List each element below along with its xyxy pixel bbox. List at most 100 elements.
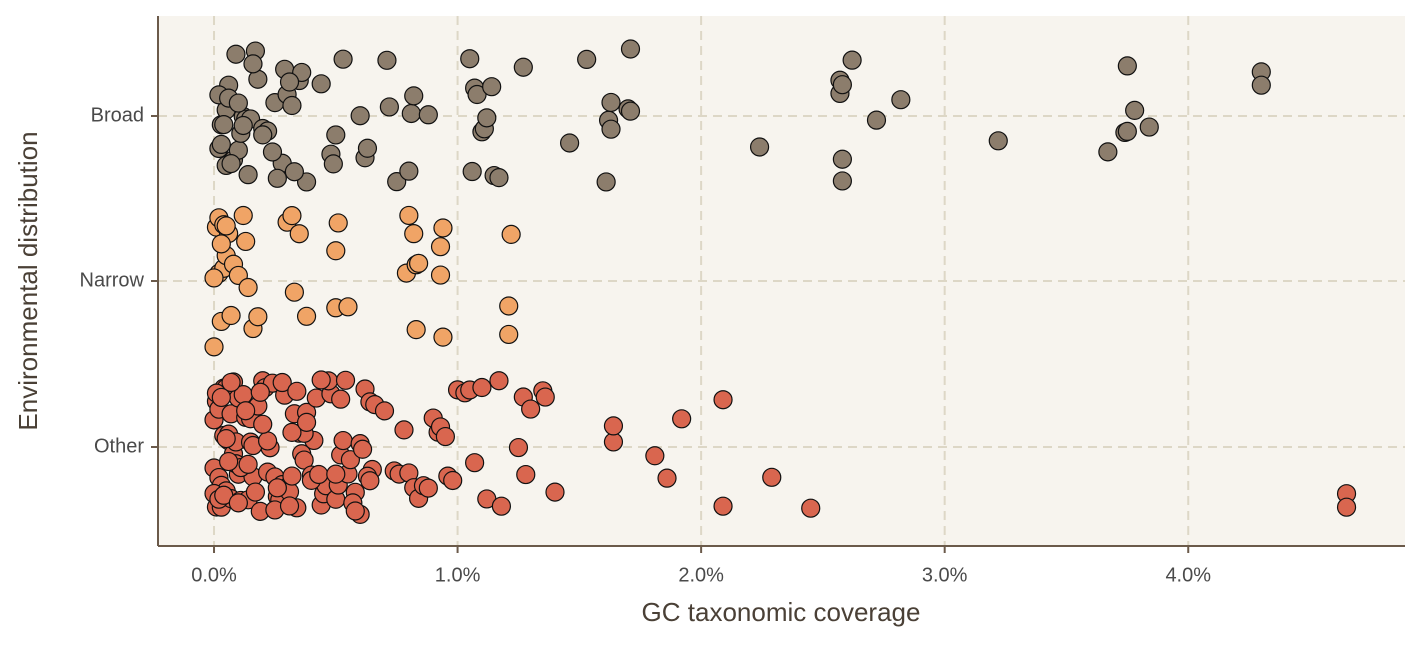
point — [465, 453, 485, 473]
point — [282, 206, 302, 226]
point — [462, 161, 482, 182]
point — [357, 138, 378, 158]
point — [645, 446, 665, 466]
point — [248, 307, 268, 327]
point — [340, 450, 361, 470]
point — [221, 154, 241, 174]
point — [418, 105, 438, 125]
point — [601, 119, 621, 139]
point — [243, 54, 263, 74]
point — [236, 401, 256, 421]
point — [1336, 497, 1357, 517]
point — [620, 39, 641, 59]
point — [491, 496, 512, 516]
point — [377, 50, 397, 70]
point — [379, 97, 399, 117]
point — [577, 49, 597, 70]
point — [620, 101, 641, 121]
point — [253, 414, 273, 434]
point — [560, 133, 580, 153]
point — [338, 297, 358, 317]
point — [460, 49, 480, 69]
point — [272, 372, 292, 393]
point — [311, 74, 331, 94]
point — [387, 172, 407, 192]
point — [801, 498, 821, 518]
point — [842, 50, 862, 70]
point — [326, 125, 346, 145]
point — [501, 224, 521, 244]
point — [211, 234, 231, 254]
point — [762, 467, 782, 487]
point — [443, 470, 463, 491]
point — [257, 431, 278, 451]
point — [350, 106, 370, 126]
point — [238, 165, 258, 185]
point — [309, 464, 329, 485]
point — [477, 108, 497, 128]
point — [282, 422, 302, 442]
point — [404, 86, 424, 106]
point — [323, 154, 343, 174]
point — [216, 216, 236, 236]
point — [535, 387, 555, 407]
y-tick-label: Narrow — [80, 269, 145, 291]
point — [238, 277, 258, 298]
point — [1125, 100, 1145, 120]
point — [333, 430, 353, 451]
point — [289, 224, 309, 244]
point — [418, 478, 438, 498]
point — [499, 324, 519, 345]
point — [228, 93, 248, 113]
x-tick-label: 2.0% — [678, 564, 724, 586]
point — [326, 464, 346, 484]
point — [1139, 117, 1159, 137]
point — [832, 171, 852, 191]
point — [279, 72, 300, 92]
point — [513, 57, 533, 77]
point — [326, 241, 346, 261]
point — [409, 253, 429, 273]
point — [603, 416, 624, 436]
point — [216, 429, 236, 449]
point — [713, 390, 733, 410]
point — [287, 381, 307, 401]
point — [482, 77, 502, 97]
point — [284, 282, 304, 302]
x-tick-label: 3.0% — [922, 564, 968, 586]
point — [433, 327, 453, 347]
point — [404, 224, 424, 244]
point — [713, 496, 733, 516]
point — [345, 501, 365, 521]
point — [1251, 75, 1271, 95]
point — [282, 466, 302, 486]
point — [219, 451, 239, 472]
point — [399, 205, 419, 226]
point — [311, 370, 331, 390]
point — [204, 268, 224, 288]
x-tick-label: 0.0% — [191, 564, 237, 586]
point — [233, 115, 253, 136]
point — [211, 387, 231, 408]
point — [250, 382, 270, 402]
point — [262, 142, 283, 162]
y-tick-label: Other — [94, 435, 144, 457]
point — [253, 125, 273, 145]
point — [267, 478, 287, 498]
point — [328, 213, 348, 233]
x-tick-label: 4.0% — [1165, 564, 1211, 586]
point — [430, 265, 451, 285]
point — [221, 372, 241, 393]
point — [233, 205, 253, 226]
point — [988, 131, 1008, 151]
point — [601, 92, 621, 113]
point — [352, 439, 373, 459]
point — [399, 161, 419, 181]
point — [1117, 121, 1137, 142]
point — [489, 168, 509, 188]
point — [433, 218, 453, 238]
point — [521, 399, 541, 419]
point — [279, 496, 300, 516]
point — [245, 482, 266, 502]
